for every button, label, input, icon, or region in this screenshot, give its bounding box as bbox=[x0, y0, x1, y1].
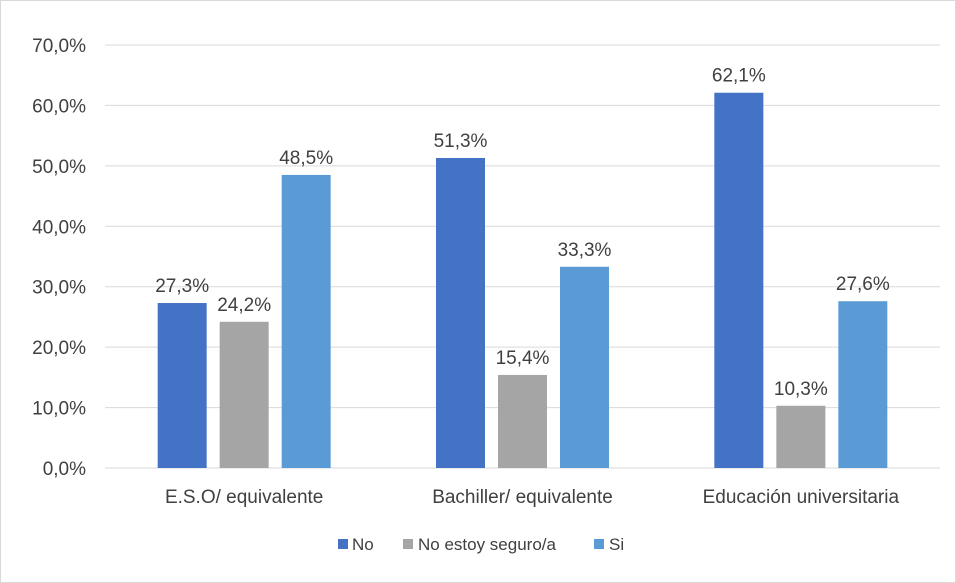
data-label: 51,3% bbox=[434, 131, 488, 152]
legend-swatch bbox=[403, 539, 413, 549]
y-tick-label: 10,0% bbox=[32, 399, 86, 420]
legend-label: No bbox=[352, 535, 374, 554]
x-category-label: Educación universitaria bbox=[703, 487, 900, 508]
data-label: 33,3% bbox=[558, 240, 612, 261]
bar-si-1 bbox=[560, 266, 609, 468]
bar-no-0 bbox=[157, 303, 207, 468]
y-axis-ticks: 0,0% 10,0% 20,0% 30,0% 40,0% 50,0% 60,0% 70,0% bbox=[32, 36, 86, 480]
bar-no-estoy-seguro-a-0 bbox=[219, 321, 269, 468]
bar-no-estoy-seguro-a-2 bbox=[776, 405, 826, 468]
bar-si-0 bbox=[281, 174, 331, 468]
x-category-label: E.S.O/ equivalente bbox=[165, 487, 323, 508]
data-label: 15,4% bbox=[496, 348, 550, 369]
bars bbox=[157, 92, 888, 468]
y-tick-label: 20,0% bbox=[32, 338, 86, 359]
legend-swatch bbox=[338, 539, 348, 549]
y-tick-label: 40,0% bbox=[32, 217, 86, 238]
data-label: 48,5% bbox=[279, 148, 333, 169]
bar-no-estoy-seguro-a-1 bbox=[498, 374, 547, 468]
y-tick-label: 30,0% bbox=[32, 278, 86, 299]
legend-label: Si bbox=[609, 535, 624, 554]
bar-no-1 bbox=[436, 158, 485, 468]
data-label: 24,2% bbox=[217, 295, 271, 316]
y-tick-label: 50,0% bbox=[32, 157, 86, 178]
data-label: 62,1% bbox=[712, 66, 766, 87]
data-label: 10,3% bbox=[774, 379, 828, 400]
data-labels: 27,3% 24,2% 48,5% 51,3% 15,4% 33,3% 62,1% 10,3%… bbox=[155, 66, 890, 400]
x-axis-categories: E.S.O/ equivalente Bachiller/ equivalente… bbox=[165, 487, 900, 508]
data-label: 27,3% bbox=[155, 276, 209, 297]
y-tick-label: 70,0% bbox=[32, 36, 86, 57]
bar-no-2 bbox=[714, 92, 764, 468]
y-tick-label: 0,0% bbox=[43, 459, 86, 480]
bar-si-2 bbox=[838, 301, 888, 468]
data-label: 27,6% bbox=[836, 274, 890, 295]
legend-label: No estoy seguro/a bbox=[418, 535, 557, 554]
y-tick-label: 60,0% bbox=[32, 96, 86, 117]
legend: No No estoy seguro/a Si bbox=[338, 535, 624, 554]
legend-swatch bbox=[594, 539, 604, 549]
x-category-label: Bachiller/ equivalente bbox=[432, 487, 613, 508]
